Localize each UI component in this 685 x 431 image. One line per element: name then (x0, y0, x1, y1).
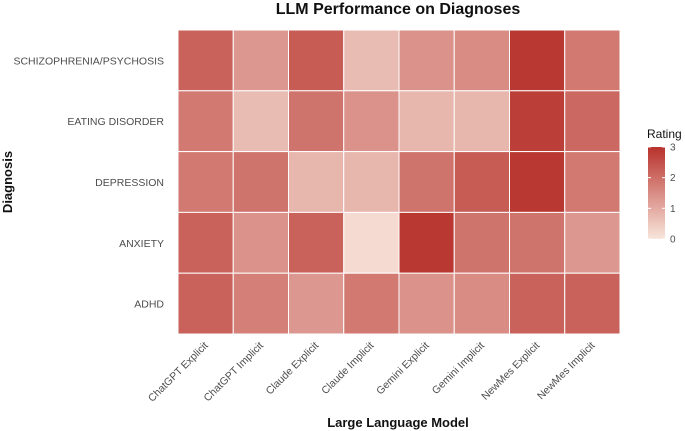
heatmap-cell (509, 211, 566, 274)
y-tick-label: EATING DISORDER (67, 116, 164, 128)
heatmap-cell (453, 90, 510, 153)
heatmap-cell (177, 151, 234, 213)
heatmap-cell (398, 151, 455, 213)
heatmap-cell (398, 90, 455, 153)
heatmap-cell (288, 272, 345, 335)
heatmap-cell (453, 272, 510, 335)
heatmap-cell (343, 90, 400, 153)
heatmap-cell (564, 151, 621, 213)
heatmap-cell (564, 272, 621, 335)
heatmap-cell (343, 272, 400, 335)
heatmap-cell (232, 151, 289, 213)
heatmap-cell (343, 29, 400, 92)
legend-title: Rating (647, 127, 682, 141)
y-axis-title: Diagnosis (0, 151, 15, 213)
legend-colorbar (648, 147, 665, 239)
legend-tick-label: 0 (670, 235, 676, 246)
heatmap-cell (232, 211, 289, 274)
heatmap-cell (288, 151, 345, 213)
heatmap-cell (398, 29, 455, 92)
legend-tick-label: 2 (670, 173, 676, 184)
x-tick-label: Claude Implicit (319, 340, 376, 397)
legend-tick-label: 3 (670, 143, 676, 154)
heatmap-cells (177, 29, 621, 335)
heatmap-cell (177, 211, 234, 274)
heatmap-cell (453, 29, 510, 92)
heatmap-cell (177, 90, 234, 153)
heatmap-cell (288, 90, 345, 153)
x-tick-label: Gemini Explicit (374, 340, 432, 398)
x-tick-label: NewMes Implicit (535, 340, 598, 403)
y-tick-label: ANXIETY (119, 238, 164, 250)
heatmap-cell (398, 272, 455, 335)
heatmap-cell (509, 151, 566, 213)
x-tick-label: ChatGPT Implicit (202, 340, 267, 405)
heatmap-cell (232, 29, 289, 92)
y-tick-label: ADHD (134, 299, 164, 311)
heatmap-cell (453, 151, 510, 213)
legend-tick-label: 1 (670, 204, 676, 215)
x-tick-label: Claude Explicit (264, 340, 322, 398)
heatmap-cell (177, 272, 234, 335)
y-tick-labels: SCHIZOPHRENIA/PSYCHOSIS EATING DISORDER DE… (13, 55, 164, 310)
heatmap-cell (509, 272, 566, 335)
x-tick-label: Gemini Implicit (430, 340, 487, 397)
x-tick-label: NewMes Explicit (479, 340, 542, 403)
heatmap-cell (509, 90, 566, 153)
chart-title: LLM Performance on Diagnoses (276, 1, 521, 18)
heatmap-cell (288, 211, 345, 274)
heatmap-cell (343, 211, 400, 274)
heatmap-cell (509, 29, 566, 92)
heatmap-cell (453, 211, 510, 274)
heatmap-cell (343, 151, 400, 213)
heatmap-cell (288, 29, 345, 92)
heatmap-cell (398, 211, 455, 274)
heatmap-cell (564, 90, 621, 153)
y-tick-label: SCHIZOPHRENIA/PSYCHOSIS (13, 55, 164, 67)
x-axis-title: Large Language Model (327, 415, 469, 430)
heatmap-cell (177, 29, 234, 92)
heatmap-cell (564, 29, 621, 92)
heatmap-cell (232, 272, 289, 335)
heatmap-cell (232, 90, 289, 153)
heatmap-cell (564, 211, 621, 274)
legend: Rating 0 1 2 3 (647, 127, 682, 246)
y-tick-label: DEPRESSION (95, 177, 164, 189)
